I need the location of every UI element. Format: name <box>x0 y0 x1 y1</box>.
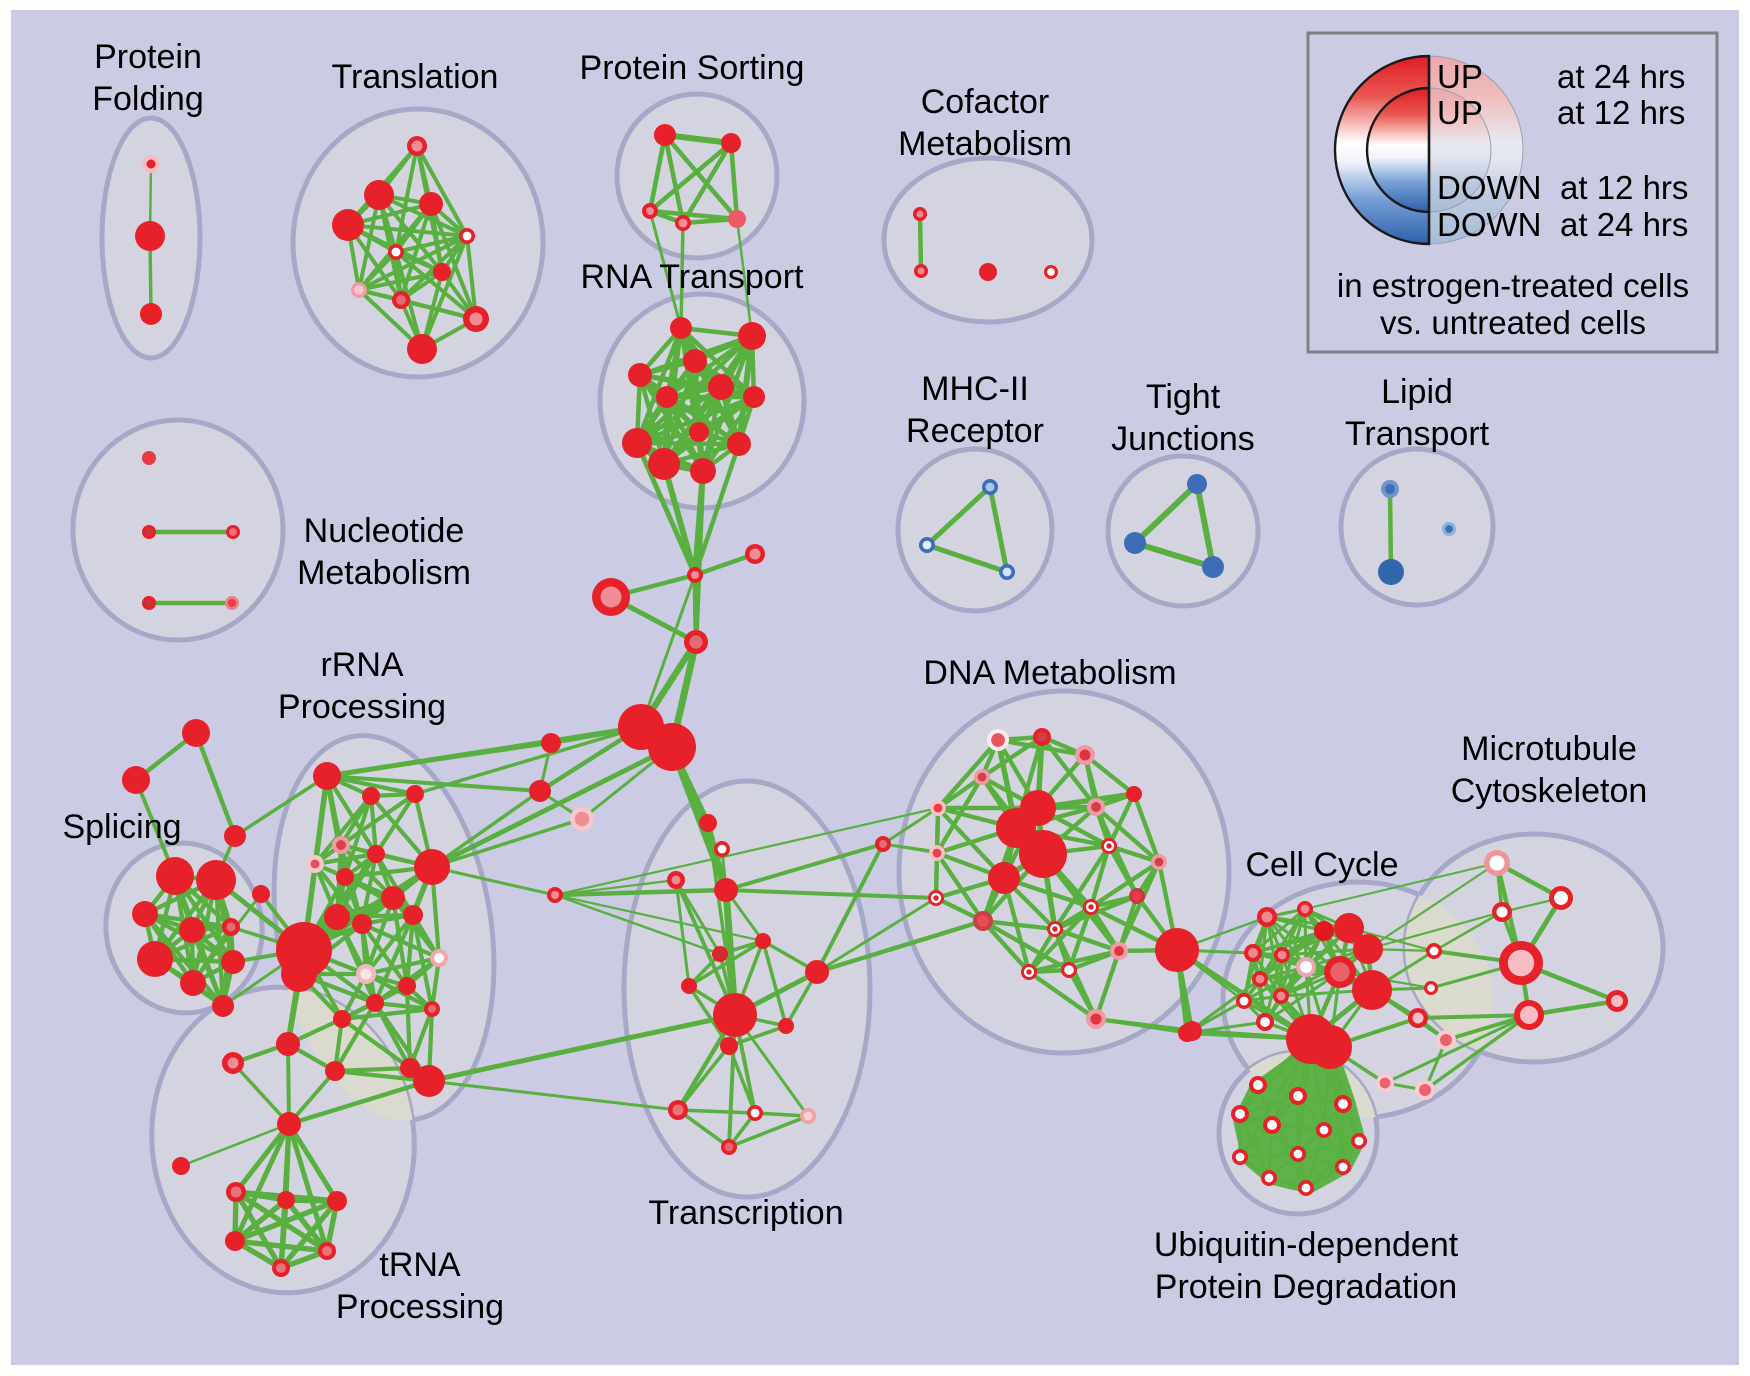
svg-text:Protein Sorting: Protein Sorting <box>580 49 805 87</box>
svg-text:Ubiquitin-dependent: Ubiquitin-dependent <box>1154 1226 1459 1264</box>
svg-text:Transcription: Transcription <box>648 1194 843 1232</box>
svg-text:Cytoskeleton: Cytoskeleton <box>1451 772 1648 810</box>
svg-text:at 12 hrs: at 12 hrs <box>1557 94 1685 131</box>
svg-text:at 24 hrs: at 24 hrs <box>1560 206 1688 243</box>
svg-text:vs. untreated cells: vs. untreated cells <box>1380 304 1646 341</box>
svg-text:in estrogen-treated cells: in estrogen-treated cells <box>1337 267 1689 304</box>
svg-text:DOWN: DOWN <box>1437 206 1541 243</box>
svg-text:Metabolism: Metabolism <box>898 125 1072 163</box>
svg-text:MHC-II: MHC-II <box>921 370 1029 408</box>
svg-text:Lipid: Lipid <box>1381 373 1453 411</box>
svg-text:Folding: Folding <box>92 80 204 118</box>
svg-text:at 24 hrs: at 24 hrs <box>1557 58 1685 95</box>
svg-text:Transport: Transport <box>1345 415 1490 453</box>
svg-text:Protein: Protein <box>94 38 202 76</box>
svg-text:Tight: Tight <box>1146 378 1221 416</box>
svg-text:UP: UP <box>1437 94 1483 131</box>
svg-text:DOWN: DOWN <box>1437 169 1541 206</box>
svg-text:Microtubule: Microtubule <box>1461 730 1637 768</box>
svg-text:Cofactor: Cofactor <box>921 83 1050 121</box>
svg-text:DNA Metabolism: DNA Metabolism <box>923 654 1176 692</box>
svg-text:Protein Degradation: Protein Degradation <box>1155 1268 1457 1306</box>
svg-text:Metabolism: Metabolism <box>297 554 471 592</box>
svg-text:rRNA: rRNA <box>320 646 403 684</box>
svg-text:Translation: Translation <box>332 58 499 96</box>
svg-text:UP: UP <box>1437 58 1483 95</box>
svg-text:Nucleotide: Nucleotide <box>304 512 465 550</box>
svg-text:tRNA: tRNA <box>379 1246 461 1284</box>
svg-text:Splicing: Splicing <box>62 808 181 846</box>
svg-text:Processing: Processing <box>336 1288 504 1326</box>
svg-text:at 12 hrs: at 12 hrs <box>1560 169 1688 206</box>
svg-text:Receptor: Receptor <box>906 412 1044 450</box>
svg-text:Processing: Processing <box>278 688 446 726</box>
svg-text:RNA Transport: RNA Transport <box>581 258 805 296</box>
svg-text:Junctions: Junctions <box>1111 420 1255 458</box>
svg-text:Cell Cycle: Cell Cycle <box>1245 846 1398 884</box>
